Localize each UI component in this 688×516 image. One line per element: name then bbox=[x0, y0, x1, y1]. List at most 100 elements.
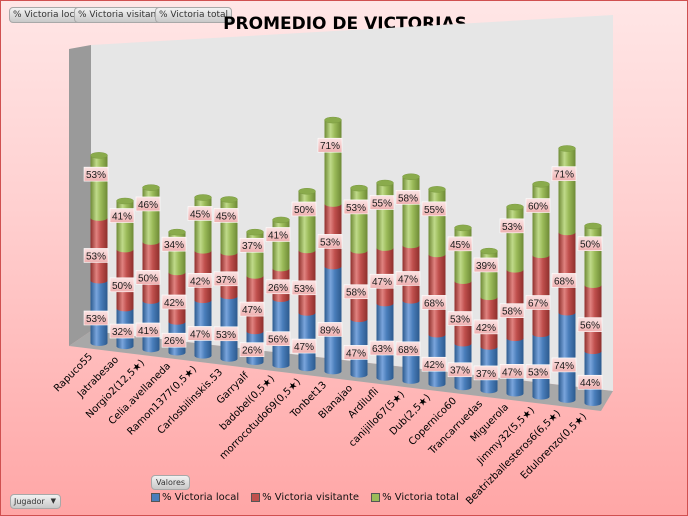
data-label-box bbox=[551, 357, 577, 373]
bar-segment-bottom bbox=[272, 362, 290, 369]
data-label: 26% bbox=[242, 346, 262, 357]
data-label-box bbox=[421, 295, 447, 310]
data-label: 68% bbox=[554, 276, 574, 287]
data-label: 67% bbox=[528, 299, 548, 310]
data-label: 50% bbox=[580, 240, 600, 251]
bar-segment[interactable] bbox=[376, 303, 394, 378]
jugador-axis-field-dropdown[interactable]: Jugador ▼ bbox=[10, 494, 61, 509]
field-button-victoria-total[interactable]: % Victoria total bbox=[155, 7, 233, 23]
data-label: 89% bbox=[320, 325, 340, 336]
data-label-box bbox=[447, 362, 473, 378]
bar-top-cap bbox=[454, 224, 472, 232]
bar-top-cap bbox=[532, 181, 550, 188]
data-label: 71% bbox=[320, 141, 340, 152]
data-label: 42% bbox=[476, 323, 496, 334]
bar-segment[interactable] bbox=[194, 197, 212, 251]
bar-segment-bottom bbox=[376, 374, 394, 381]
bar-segment[interactable] bbox=[376, 183, 394, 248]
bar-segment-bottom bbox=[298, 247, 316, 254]
bar-segment-bottom bbox=[454, 278, 472, 285]
bar-top-cap bbox=[116, 197, 134, 205]
legend-item-visitante: % Victoria visitante bbox=[251, 492, 359, 503]
bar-segment[interactable] bbox=[142, 187, 160, 242]
legend-swatch-local bbox=[151, 493, 160, 502]
data-label-box bbox=[421, 356, 447, 372]
legend: % Victoria local % Victoria visitante % … bbox=[151, 492, 459, 503]
data-label: 53% bbox=[320, 237, 340, 248]
bar-top-cap bbox=[584, 222, 602, 230]
bar-segment-bottom bbox=[116, 343, 134, 350]
bar-segment-bottom bbox=[558, 229, 576, 236]
bar-segment-bottom bbox=[142, 346, 160, 353]
bar-segment[interactable] bbox=[454, 227, 472, 282]
data-label-box bbox=[135, 270, 161, 285]
bar-segment[interactable] bbox=[402, 300, 420, 381]
bar-segment[interactable] bbox=[584, 226, 602, 285]
legend-label-visitante: % Victoria visitante bbox=[262, 492, 360, 503]
bar-segment-bottom bbox=[142, 238, 160, 245]
bar-segment[interactable] bbox=[558, 232, 576, 313]
data-label-box bbox=[83, 166, 109, 182]
bar-segment-bottom bbox=[246, 358, 264, 365]
bar-segment[interactable] bbox=[558, 312, 576, 400]
data-label-box bbox=[239, 342, 265, 357]
data-label: 53% bbox=[86, 170, 106, 181]
bar-top-cap bbox=[480, 247, 498, 255]
bar-segment-bottom bbox=[246, 328, 264, 335]
legend-label-total: % Victoria total bbox=[382, 492, 459, 503]
bar-segment-bottom bbox=[324, 200, 342, 207]
data-label: 41% bbox=[112, 212, 132, 223]
data-label-box bbox=[109, 277, 135, 293]
data-label: 44% bbox=[580, 378, 600, 389]
data-label: 55% bbox=[424, 205, 444, 216]
data-label-box bbox=[577, 374, 603, 390]
bar-segment[interactable] bbox=[90, 155, 108, 218]
bar-segment[interactable] bbox=[324, 266, 342, 372]
bar-segment-bottom bbox=[532, 393, 550, 400]
data-label: 42% bbox=[164, 298, 184, 309]
bar-segment[interactable] bbox=[298, 191, 316, 251]
data-label: 46% bbox=[138, 200, 158, 211]
data-label-box bbox=[265, 279, 291, 295]
bar-segment[interactable] bbox=[428, 254, 446, 335]
bar-top-cap bbox=[220, 196, 238, 203]
data-label: 60% bbox=[528, 202, 548, 213]
bar-segment-bottom bbox=[584, 400, 602, 406]
bar-segment[interactable] bbox=[506, 207, 524, 270]
bar-segment-bottom bbox=[402, 242, 420, 249]
data-label: 50% bbox=[112, 281, 132, 292]
bar-segment-bottom bbox=[350, 371, 368, 378]
bar-top-cap bbox=[298, 188, 316, 195]
data-label-box bbox=[213, 208, 239, 223]
data-label: 58% bbox=[346, 288, 366, 299]
data-label: 34% bbox=[164, 240, 184, 251]
data-label-box bbox=[395, 271, 421, 286]
bar-segment-bottom bbox=[584, 282, 602, 288]
data-label-box bbox=[187, 206, 213, 221]
bar-segment-bottom bbox=[402, 297, 420, 304]
bar-segment[interactable] bbox=[532, 184, 550, 256]
bar-segment-bottom bbox=[324, 263, 342, 270]
bar-segment[interactable] bbox=[532, 255, 550, 335]
data-label-box bbox=[239, 237, 265, 253]
bar-segment[interactable] bbox=[558, 148, 576, 233]
data-label: 53% bbox=[216, 330, 236, 341]
bar-segment-bottom bbox=[558, 396, 576, 403]
data-label-box bbox=[135, 322, 161, 338]
data-label: 47% bbox=[294, 342, 314, 353]
data-label-box bbox=[395, 189, 421, 205]
data-label: 50% bbox=[294, 205, 314, 216]
data-label: 37% bbox=[450, 366, 470, 377]
bar-segment[interactable] bbox=[220, 199, 238, 253]
data-label: 56% bbox=[580, 321, 600, 332]
values-field-button[interactable]: Valores bbox=[151, 475, 191, 490]
bar-segment-bottom bbox=[480, 343, 498, 350]
bar-segment[interactable] bbox=[350, 188, 368, 251]
data-label-box bbox=[369, 273, 395, 289]
bar-segment-bottom bbox=[532, 331, 550, 338]
bar-segment[interactable] bbox=[428, 189, 446, 255]
data-label: 45% bbox=[216, 211, 236, 222]
bar-segment[interactable] bbox=[324, 120, 342, 204]
data-label: 26% bbox=[164, 336, 184, 347]
bar-segment[interactable] bbox=[402, 176, 420, 246]
